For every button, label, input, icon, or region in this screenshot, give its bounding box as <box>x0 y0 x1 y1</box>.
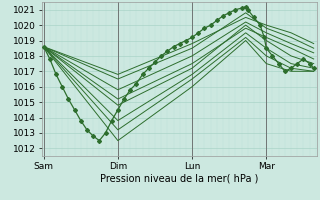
X-axis label: Pression niveau de la mer( hPa ): Pression niveau de la mer( hPa ) <box>100 173 258 183</box>
